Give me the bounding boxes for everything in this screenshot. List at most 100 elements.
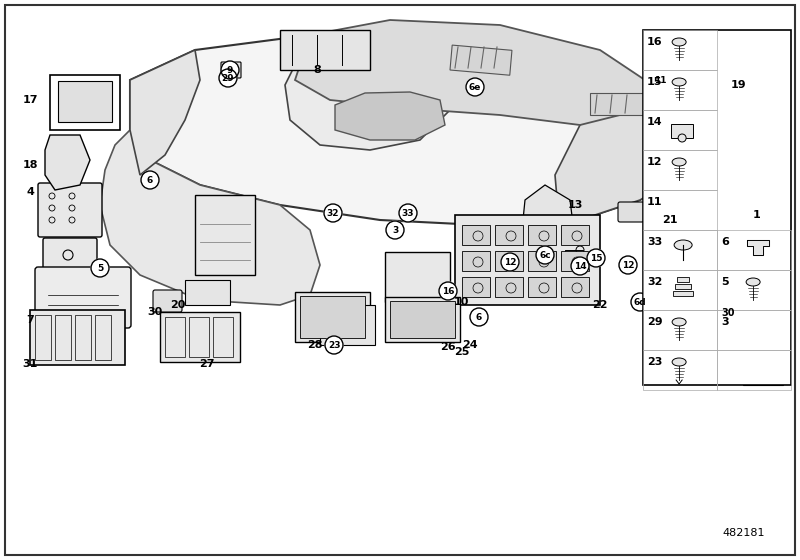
Text: 4: 4 bbox=[26, 187, 34, 197]
Bar bbox=[185, 280, 230, 305]
Circle shape bbox=[678, 134, 686, 142]
Ellipse shape bbox=[672, 78, 686, 86]
Ellipse shape bbox=[672, 358, 686, 366]
Circle shape bbox=[470, 308, 488, 326]
Bar bbox=[75, 315, 91, 360]
Text: 6d: 6d bbox=[634, 297, 646, 306]
Text: 5: 5 bbox=[97, 264, 103, 273]
Bar bbox=[528, 225, 556, 245]
Text: 16: 16 bbox=[442, 287, 454, 296]
Text: 21: 21 bbox=[662, 215, 678, 225]
Bar bbox=[743, 357, 783, 385]
Text: 33: 33 bbox=[647, 237, 662, 247]
Bar bbox=[300, 296, 365, 338]
Circle shape bbox=[536, 246, 554, 264]
Circle shape bbox=[219, 69, 237, 87]
Text: 12: 12 bbox=[504, 258, 516, 267]
Text: 12: 12 bbox=[622, 260, 634, 269]
Ellipse shape bbox=[672, 158, 686, 166]
Circle shape bbox=[466, 78, 484, 96]
Text: 10: 10 bbox=[454, 297, 469, 307]
Bar bbox=[195, 195, 255, 275]
Polygon shape bbox=[555, 90, 700, 220]
Ellipse shape bbox=[672, 38, 686, 46]
Bar bbox=[643, 30, 717, 70]
Text: 29: 29 bbox=[647, 317, 662, 327]
Bar bbox=[462, 251, 490, 271]
Text: 20: 20 bbox=[170, 300, 186, 310]
Bar bbox=[717, 230, 791, 270]
Bar bbox=[295, 292, 370, 342]
Polygon shape bbox=[747, 240, 769, 255]
Bar bbox=[30, 310, 125, 365]
Bar bbox=[677, 277, 689, 282]
Circle shape bbox=[399, 204, 417, 222]
Text: 6: 6 bbox=[147, 175, 153, 184]
Bar bbox=[462, 277, 490, 297]
Text: 9: 9 bbox=[227, 66, 233, 74]
FancyBboxPatch shape bbox=[618, 202, 644, 222]
Text: 16: 16 bbox=[647, 37, 662, 47]
Bar bbox=[643, 230, 717, 270]
Bar bbox=[565, 250, 583, 262]
Text: 22: 22 bbox=[592, 300, 608, 310]
Bar bbox=[50, 75, 120, 130]
Bar bbox=[95, 315, 111, 360]
Circle shape bbox=[439, 282, 457, 300]
Ellipse shape bbox=[674, 240, 692, 250]
Circle shape bbox=[386, 221, 404, 239]
Bar bbox=[450, 45, 512, 75]
Text: 11: 11 bbox=[654, 76, 666, 85]
Text: 27: 27 bbox=[199, 359, 214, 369]
Bar bbox=[643, 310, 717, 350]
Text: 5: 5 bbox=[721, 277, 729, 287]
Text: 19: 19 bbox=[730, 80, 746, 90]
Bar bbox=[495, 251, 523, 271]
Text: 11: 11 bbox=[647, 197, 662, 207]
Circle shape bbox=[619, 256, 637, 274]
FancyBboxPatch shape bbox=[708, 67, 740, 87]
Bar bbox=[717, 350, 791, 390]
Text: 482181: 482181 bbox=[722, 528, 765, 538]
Text: 14: 14 bbox=[647, 117, 662, 127]
Text: 32: 32 bbox=[647, 277, 662, 287]
Bar bbox=[561, 277, 589, 297]
Bar bbox=[675, 284, 691, 289]
FancyBboxPatch shape bbox=[35, 267, 131, 328]
Bar bbox=[643, 30, 791, 385]
Text: 12: 12 bbox=[647, 157, 662, 167]
Bar bbox=[385, 297, 460, 342]
Circle shape bbox=[221, 61, 239, 79]
Bar bbox=[320, 305, 375, 345]
Text: 1: 1 bbox=[753, 210, 761, 220]
Text: 6: 6 bbox=[476, 312, 482, 321]
Bar bbox=[528, 277, 556, 297]
Polygon shape bbox=[285, 35, 460, 150]
Bar bbox=[189, 317, 209, 357]
Bar bbox=[165, 317, 185, 357]
Bar bbox=[55, 315, 71, 360]
Text: 15: 15 bbox=[647, 77, 662, 87]
Polygon shape bbox=[130, 50, 200, 175]
Bar bbox=[590, 93, 645, 115]
FancyBboxPatch shape bbox=[43, 238, 97, 272]
Circle shape bbox=[651, 71, 669, 89]
Text: 30: 30 bbox=[721, 308, 734, 318]
Text: 7: 7 bbox=[26, 315, 34, 325]
Bar bbox=[390, 301, 455, 338]
Bar bbox=[495, 225, 523, 245]
Text: 6e: 6e bbox=[469, 82, 481, 91]
Bar bbox=[462, 225, 490, 245]
Circle shape bbox=[631, 293, 649, 311]
Bar bbox=[643, 350, 717, 390]
Bar bbox=[280, 30, 370, 70]
Circle shape bbox=[501, 253, 519, 271]
Polygon shape bbox=[100, 130, 320, 305]
Bar bbox=[495, 277, 523, 297]
Circle shape bbox=[324, 204, 342, 222]
Bar bbox=[58, 81, 112, 122]
Circle shape bbox=[141, 171, 159, 189]
Circle shape bbox=[587, 249, 605, 267]
Bar bbox=[160, 312, 240, 362]
Text: 17: 17 bbox=[22, 95, 38, 105]
